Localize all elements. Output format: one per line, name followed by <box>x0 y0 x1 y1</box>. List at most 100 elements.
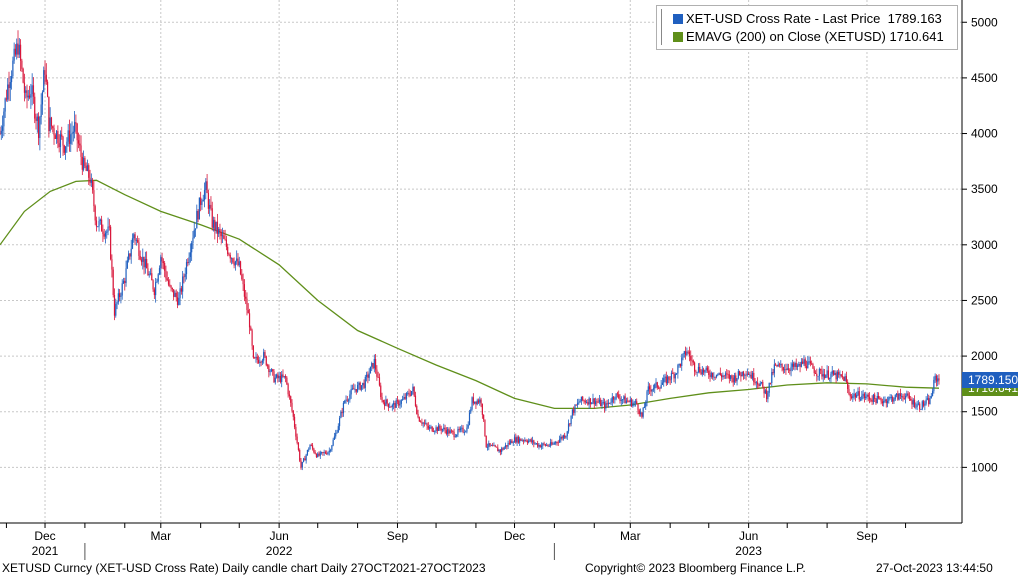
candle-body <box>400 400 402 404</box>
candle-body <box>510 440 512 444</box>
candle-body <box>485 436 487 448</box>
candle-body <box>623 396 625 400</box>
candle-body <box>730 375 732 379</box>
candle-body <box>71 132 73 135</box>
candle-body <box>817 375 819 377</box>
candle-body <box>596 401 598 403</box>
candle-body <box>728 374 730 379</box>
candle-body <box>826 370 828 375</box>
candle-body <box>733 375 736 383</box>
candle-body <box>795 362 797 368</box>
candle-body <box>751 372 754 379</box>
candle-body <box>142 256 144 262</box>
candle-body <box>669 379 671 381</box>
candle-body <box>786 368 788 371</box>
candle-body <box>835 372 837 380</box>
candle-body <box>870 399 872 401</box>
candle-body <box>481 403 483 415</box>
candle-body <box>440 428 442 431</box>
candle-body <box>655 382 657 385</box>
candle-body <box>381 397 383 401</box>
candle-body <box>68 130 71 144</box>
candle-body <box>161 257 163 262</box>
candle-body <box>368 373 370 378</box>
candle-body <box>261 360 264 363</box>
candle-body <box>811 363 813 365</box>
candle-body <box>432 431 435 433</box>
candle-body <box>618 394 620 398</box>
candle-body <box>0 130 2 134</box>
candle-body <box>727 374 729 376</box>
candle-body <box>337 426 339 433</box>
candle-body <box>477 400 480 403</box>
candle-body <box>407 392 409 394</box>
candle-body <box>203 189 206 200</box>
candle-body <box>247 310 249 314</box>
candle-body <box>468 412 471 425</box>
candle-body <box>583 400 585 402</box>
candle-body <box>904 396 907 399</box>
candle-body <box>493 445 495 447</box>
candle-body <box>46 81 49 97</box>
candle-body <box>5 98 8 100</box>
candle-body <box>28 95 31 98</box>
candle-body <box>664 376 666 379</box>
candle-body <box>272 369 274 372</box>
candle-body <box>32 85 35 97</box>
candle-body <box>288 394 291 397</box>
candle-body <box>512 442 514 444</box>
candle-body <box>279 375 282 382</box>
x-tick-label: Sep <box>387 529 409 543</box>
candle-body <box>700 372 702 375</box>
candle-body <box>732 377 734 383</box>
candle-body <box>746 373 748 375</box>
candle-body <box>849 394 851 397</box>
x-tick-label: Sep <box>856 529 878 543</box>
candle-body <box>260 361 262 363</box>
candle-body <box>359 382 361 390</box>
candle-body <box>699 366 701 373</box>
candle-body <box>292 410 294 417</box>
candle-body <box>847 381 849 390</box>
candle-body <box>771 372 773 384</box>
candle-body <box>255 356 257 359</box>
candle-body <box>193 229 195 238</box>
candle-body <box>607 402 610 405</box>
candle-body <box>81 156 83 170</box>
candle-body <box>494 445 496 447</box>
candle-body <box>22 68 24 83</box>
candle-body <box>555 441 557 444</box>
candle-body <box>636 401 638 405</box>
candle-body <box>184 274 186 277</box>
candle-body <box>311 445 314 449</box>
candle-body <box>715 374 718 378</box>
candle-body <box>268 365 270 372</box>
candle-body <box>382 400 384 403</box>
candle-body <box>256 356 258 360</box>
candle-body <box>214 219 216 231</box>
candle-body <box>776 364 778 367</box>
candle-body <box>538 444 540 447</box>
candle-body <box>875 398 877 404</box>
x-tick-label: Dec <box>34 529 55 543</box>
candle-body <box>467 424 469 428</box>
candle-body <box>787 368 790 370</box>
candle-body <box>506 445 508 447</box>
candle-body <box>646 391 648 403</box>
candle-body <box>461 427 463 429</box>
candle-body <box>602 402 604 403</box>
candle-body <box>760 381 763 384</box>
candle-body <box>147 268 149 276</box>
candle-body <box>354 389 356 390</box>
candle-body <box>39 116 41 138</box>
candle-body <box>585 402 588 403</box>
candle-body <box>328 450 330 453</box>
candle-body <box>93 190 95 207</box>
candle-body <box>920 409 922 411</box>
candle-body <box>286 377 288 385</box>
candle-body <box>403 396 405 400</box>
candle-body <box>903 398 905 399</box>
candle-body <box>805 366 808 369</box>
candle-body <box>257 359 260 363</box>
